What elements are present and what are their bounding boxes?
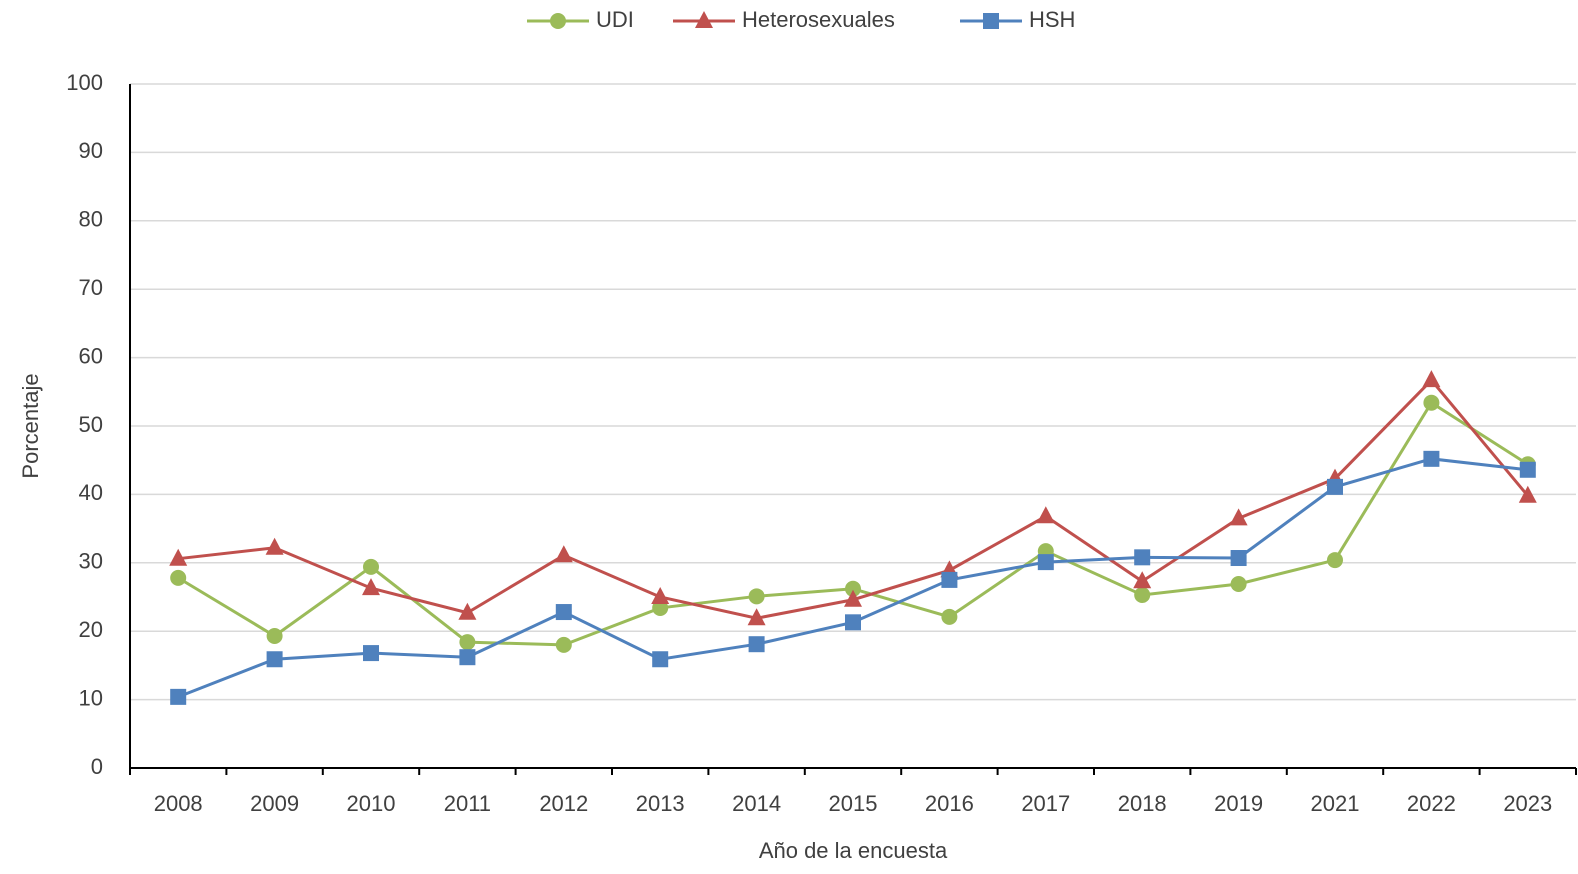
legend-label: HSH bbox=[1029, 7, 1075, 32]
x-tick-label: 2017 bbox=[1021, 791, 1070, 816]
x-tick-label: 2015 bbox=[829, 791, 878, 816]
y-tick-label: 0 bbox=[91, 754, 103, 779]
data-point bbox=[748, 636, 765, 653]
data-point bbox=[1230, 550, 1247, 567]
data-point bbox=[265, 537, 284, 555]
y-tick-label: 30 bbox=[79, 549, 103, 574]
data-point bbox=[1519, 461, 1536, 478]
y-tick-label: 10 bbox=[79, 685, 103, 710]
data-point bbox=[266, 627, 283, 644]
y-tick-label: 70 bbox=[79, 275, 103, 300]
y-tick-label: 80 bbox=[79, 207, 103, 232]
legend-label: UDI bbox=[596, 7, 634, 32]
x-tick-label: 2019 bbox=[1214, 791, 1263, 816]
data-point bbox=[1037, 554, 1054, 571]
data-point bbox=[555, 604, 572, 621]
x-axis-title: Año de la encuesta bbox=[759, 838, 948, 863]
x-tick-label: 2012 bbox=[539, 791, 588, 816]
legend-label: Heterosexuales bbox=[742, 7, 895, 32]
data-point bbox=[459, 649, 476, 666]
x-tick-label: 2010 bbox=[347, 791, 396, 816]
data-point bbox=[554, 545, 573, 563]
data-point bbox=[1423, 394, 1440, 411]
x-tick-label: 2021 bbox=[1311, 791, 1360, 816]
legend-marker bbox=[695, 11, 713, 28]
x-tick-label: 2011 bbox=[444, 791, 491, 816]
data-point bbox=[459, 634, 476, 651]
data-point bbox=[651, 587, 670, 604]
data-point bbox=[266, 651, 283, 668]
data-point bbox=[845, 580, 861, 597]
data-point bbox=[1036, 506, 1055, 524]
data-point bbox=[1327, 552, 1343, 569]
data-point bbox=[1518, 485, 1537, 503]
y-tick-label: 90 bbox=[79, 138, 103, 163]
x-tick-label: 2018 bbox=[1118, 791, 1167, 816]
x-tick-label: 2008 bbox=[154, 791, 203, 816]
data-point bbox=[1422, 370, 1441, 388]
data-point bbox=[362, 578, 380, 596]
legend-marker bbox=[983, 13, 999, 29]
data-point bbox=[169, 548, 188, 566]
legend-marker bbox=[550, 13, 566, 29]
data-point bbox=[363, 558, 379, 575]
y-tick-label: 60 bbox=[79, 343, 103, 368]
y-tick-label: 50 bbox=[79, 412, 103, 437]
data-point bbox=[1134, 549, 1151, 566]
y-tick-label: 20 bbox=[79, 617, 103, 642]
x-tick-label: 2014 bbox=[732, 791, 781, 816]
data-point bbox=[1423, 450, 1440, 467]
data-point bbox=[170, 569, 187, 586]
y-tick-label: 100 bbox=[66, 70, 103, 95]
data-point bbox=[170, 688, 187, 705]
data-point bbox=[1134, 586, 1151, 603]
data-point bbox=[844, 589, 862, 607]
data-point bbox=[1327, 478, 1343, 495]
data-point bbox=[747, 608, 766, 626]
x-tick-label: 2016 bbox=[925, 791, 974, 816]
data-point bbox=[652, 651, 669, 668]
data-point bbox=[748, 588, 765, 605]
data-point bbox=[941, 608, 958, 625]
y-axis-title: Porcentaje bbox=[18, 373, 43, 478]
x-tick-label: 2022 bbox=[1407, 791, 1456, 816]
data-point bbox=[458, 602, 477, 620]
data-point bbox=[845, 614, 861, 631]
data-point bbox=[1229, 508, 1248, 526]
x-tick-label: 2023 bbox=[1503, 791, 1552, 816]
series-line bbox=[177, 400, 1529, 647]
x-tick-label: 2009 bbox=[250, 791, 299, 816]
data-point bbox=[363, 645, 379, 662]
data-point bbox=[1133, 571, 1152, 589]
y-tick-label: 40 bbox=[79, 480, 103, 505]
data-point bbox=[941, 571, 958, 588]
data-point bbox=[555, 636, 572, 653]
x-tick-label: 2013 bbox=[636, 791, 685, 816]
data-point bbox=[1230, 576, 1247, 593]
